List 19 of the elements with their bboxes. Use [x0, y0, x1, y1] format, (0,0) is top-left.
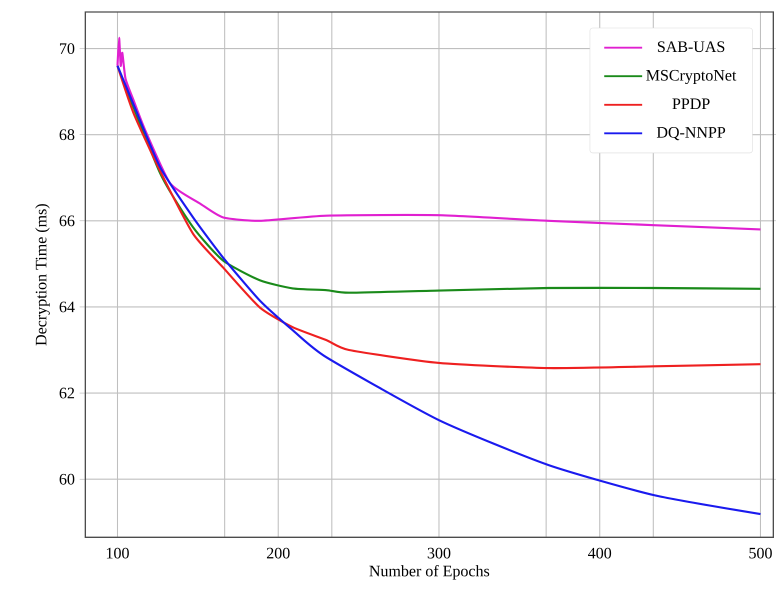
- y-tick-label: 62: [60, 388, 74, 398]
- line-series: [116, 36, 762, 230]
- y-tick-label: 64: [60, 301, 75, 312]
- x-tick-label: 300: [428, 548, 450, 558]
- x-tick-label: 200: [266, 548, 290, 558]
- x-tick-label: 100: [106, 548, 129, 558]
- x-tick-label: 400: [588, 548, 612, 558]
- y-tick-label: 60: [60, 474, 74, 484]
- y-tick-label: 68: [60, 129, 74, 140]
- x-tick-label: 500: [749, 548, 772, 558]
- legend-label: PPDP: [672, 98, 710, 109]
- x-axis-title: Number of Epochs: [369, 564, 490, 580]
- y-tick-label: 70: [60, 43, 74, 54]
- legend-label: MSCryptoNet: [646, 70, 736, 84]
- line-series: [116, 64, 762, 515]
- y-tick-label: 66: [60, 215, 74, 226]
- y-axis-title: Decryption Time (ms): [35, 204, 50, 346]
- legend-label: DQ-NNPP: [656, 126, 726, 140]
- legend-label: SAB-UAS: [658, 41, 724, 52]
